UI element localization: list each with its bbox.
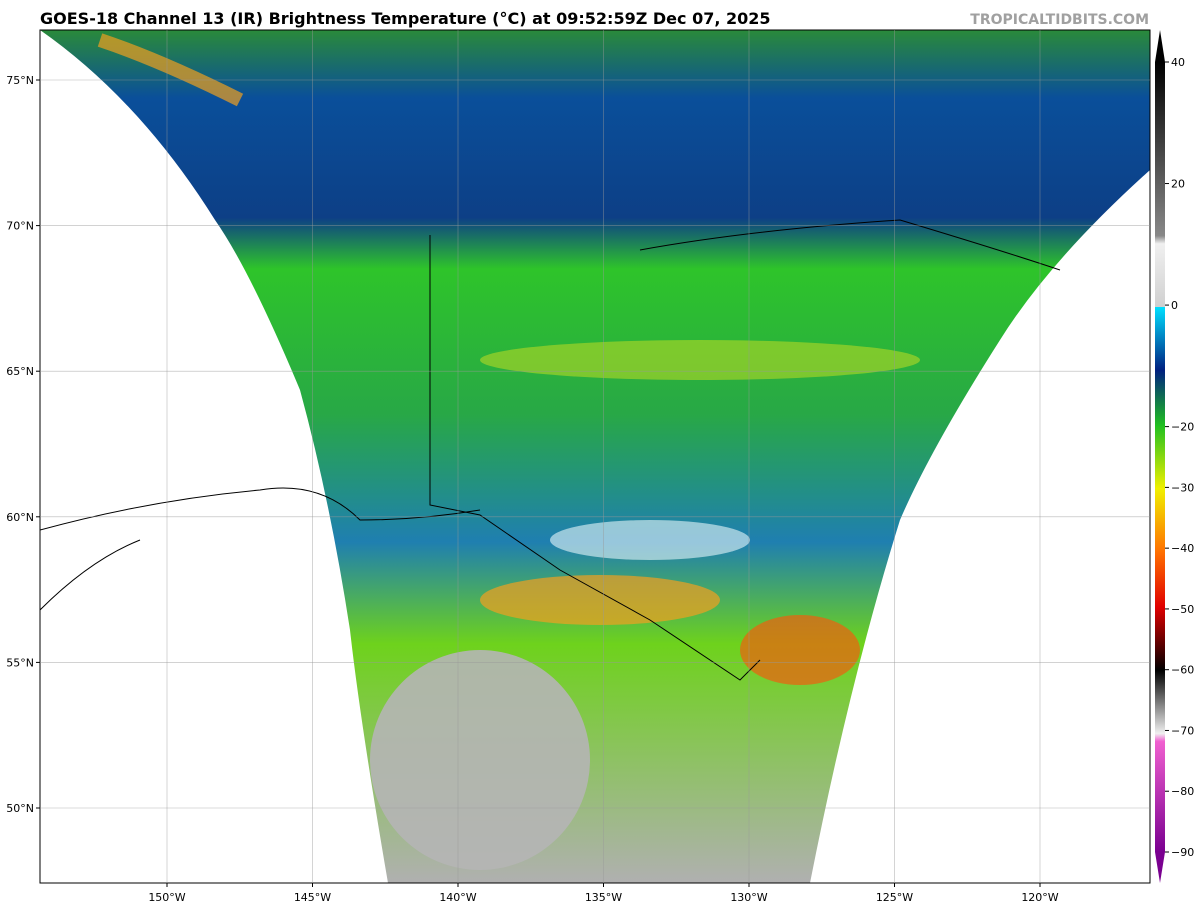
lon-tick-label: 150°W [148,891,185,904]
colorbar-tick-label: 40 [1171,56,1185,69]
colorbar-extend-top [1155,30,1165,62]
lon-tick-label: 140°W [439,891,476,904]
colorbar-tick-label: 0 [1171,299,1178,312]
colorbar-tick-label: 20 [1171,178,1185,191]
lat-tick-label: 55°N [6,656,34,669]
lon-tick-label: 135°W [585,891,622,904]
lon-tick-label: 145°W [294,891,331,904]
cloud-feature [740,615,860,685]
colorbar-tick-label: −90 [1171,846,1194,859]
lon-tick-label: 125°W [876,891,913,904]
clear-ocean [370,650,590,870]
colorbar-tick-label: −50 [1171,603,1194,616]
lat-tick-label: 50°N [6,802,34,815]
cloud-feature [480,340,920,380]
satellite-swath [40,30,1150,883]
cloud-feature [480,575,720,625]
colorbar-tick-label: −20 [1171,421,1194,434]
lat-tick-label: 65°N [6,365,34,378]
colorbar [1155,62,1165,852]
colorbar-tick-label: −30 [1171,481,1194,494]
colorbar-tick-label: −70 [1171,724,1194,737]
plot-area [40,30,1150,883]
lon-tick-label: 120°W [1021,891,1058,904]
colorbar-tick-label: −80 [1171,785,1194,798]
colorbar-tick-label: −40 [1171,542,1194,555]
lon-tick-label: 130°W [730,891,767,904]
colorbar-tick-label: −60 [1171,664,1194,677]
plot-frame [39,29,1151,884]
lat-tick-label: 70°N [6,220,34,233]
cloud-feature [550,520,750,560]
lat-tick-label: 60°N [6,511,34,524]
source-watermark: TROPICALTIDBITS.COM [970,12,1149,28]
coastline [40,219,1061,611]
colorbar-extend-bottom [1155,852,1165,883]
lat-tick-label: 75°N [6,74,34,87]
border-line [429,235,761,681]
map-title: GOES-18 Channel 13 (IR) Brightness Tempe… [40,9,771,28]
cloud-feature [97,33,244,107]
